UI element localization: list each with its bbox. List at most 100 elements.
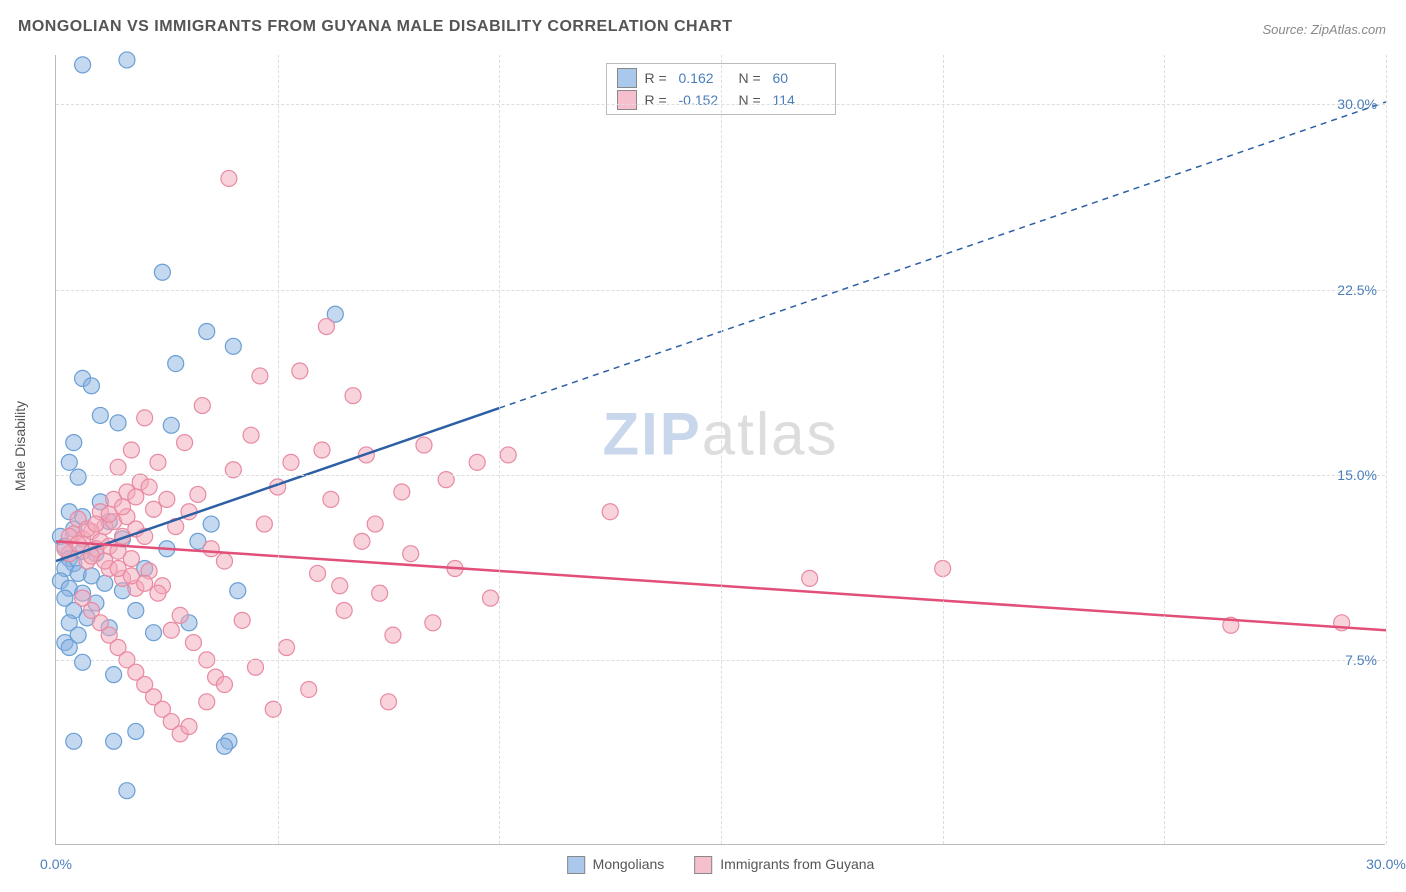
scatter-point (110, 415, 126, 431)
scatter-point (119, 52, 135, 68)
scatter-point (230, 583, 246, 599)
legend-swatch-icon (567, 856, 585, 874)
scatter-point (372, 585, 388, 601)
scatter-point (70, 469, 86, 485)
scatter-point (146, 625, 162, 641)
x-tick-label: 0.0% (40, 856, 72, 872)
n-value-0: 60 (773, 70, 825, 86)
scatter-point (88, 516, 104, 532)
scatter-point (115, 499, 131, 515)
n-value-1: 114 (773, 92, 825, 108)
r-value-0: 0.162 (679, 70, 731, 86)
scatter-point (83, 378, 99, 394)
y-tick-label: 7.5% (1345, 652, 1377, 668)
scatter-point (199, 324, 215, 340)
n-label: N = (739, 92, 765, 108)
scatter-point (128, 489, 144, 505)
scatter-point (141, 479, 157, 495)
scatter-point (97, 575, 113, 591)
gridline-v (278, 55, 279, 844)
scatter-point (318, 319, 334, 335)
scatter-point (301, 681, 317, 697)
r-label: R = (645, 70, 671, 86)
scatter-point (367, 516, 383, 532)
scatter-point (181, 719, 197, 735)
scatter-point (292, 363, 308, 379)
scatter-point (314, 442, 330, 458)
scatter-point (265, 701, 281, 717)
scatter-point (381, 694, 397, 710)
scatter-point (163, 417, 179, 433)
scatter-point (234, 612, 250, 628)
scatter-point (177, 435, 193, 451)
legend-item-1: Immigrants from Guyana (694, 856, 874, 874)
gridline-v (1386, 55, 1387, 844)
legend-item-label: Mongolians (593, 856, 665, 872)
scatter-point (216, 677, 232, 693)
scatter-point (482, 590, 498, 606)
scatter-point (168, 356, 184, 372)
scatter-point (128, 602, 144, 618)
legend-item-label: Immigrants from Guyana (720, 856, 874, 872)
n-label: N = (739, 70, 765, 86)
scatter-point (203, 541, 219, 557)
y-tick-label: 30.0% (1337, 96, 1377, 112)
scatter-point (283, 454, 299, 470)
scatter-point (150, 585, 166, 601)
scatter-point (172, 607, 188, 623)
r-value-1: -0.152 (679, 92, 731, 108)
scatter-point (66, 435, 82, 451)
scatter-point (137, 410, 153, 426)
scatter-point (154, 264, 170, 280)
scatter-point (332, 578, 348, 594)
scatter-point (336, 602, 352, 618)
scatter-point (92, 407, 108, 423)
scatter-point (61, 454, 77, 470)
scatter-point (75, 57, 91, 73)
gridline-v (1164, 55, 1165, 844)
scatter-point (106, 667, 122, 683)
r-label: R = (645, 92, 671, 108)
scatter-point (225, 338, 241, 354)
scatter-point (394, 484, 410, 500)
y-axis-label: Male Disability (12, 401, 28, 491)
plot-area: ZIPatlas R = 0.162 N = 60 R = -0.152 N =… (55, 55, 1385, 845)
legend-swatch-icon (694, 856, 712, 874)
gridline-v (499, 55, 500, 844)
scatter-point (163, 622, 179, 638)
gridline-v (943, 55, 944, 844)
chart-title: MONGOLIAN VS IMMIGRANTS FROM GUYANA MALE… (18, 18, 733, 36)
scatter-point (221, 170, 237, 186)
scatter-point (146, 501, 162, 517)
scatter-point (185, 635, 201, 651)
x-tick-label: 30.0% (1366, 856, 1406, 872)
scatter-point (252, 368, 268, 384)
scatter-point (469, 454, 485, 470)
scatter-point (194, 398, 210, 414)
scatter-point (119, 783, 135, 799)
scatter-point (128, 723, 144, 739)
scatter-point (279, 640, 295, 656)
scatter-point (425, 615, 441, 631)
scatter-point (75, 654, 91, 670)
gridline-v (721, 55, 722, 844)
scatter-point (243, 427, 259, 443)
legend-swatch-1 (617, 90, 637, 110)
scatter-point (216, 553, 232, 569)
scatter-point (385, 627, 401, 643)
scatter-point (159, 491, 175, 507)
scatter-point (203, 516, 219, 532)
scatter-point (199, 694, 215, 710)
scatter-point (248, 659, 264, 675)
scatter-point (110, 459, 126, 475)
scatter-point (310, 565, 326, 581)
scatter-point (61, 640, 77, 656)
legend-item-0: Mongolians (567, 856, 665, 874)
bottom-legend: Mongolians Immigrants from Guyana (567, 856, 875, 874)
y-tick-label: 22.5% (1337, 282, 1377, 298)
scatter-point (403, 546, 419, 562)
scatter-point (354, 533, 370, 549)
scatter-point (137, 575, 153, 591)
scatter-point (66, 733, 82, 749)
scatter-point (256, 516, 272, 532)
